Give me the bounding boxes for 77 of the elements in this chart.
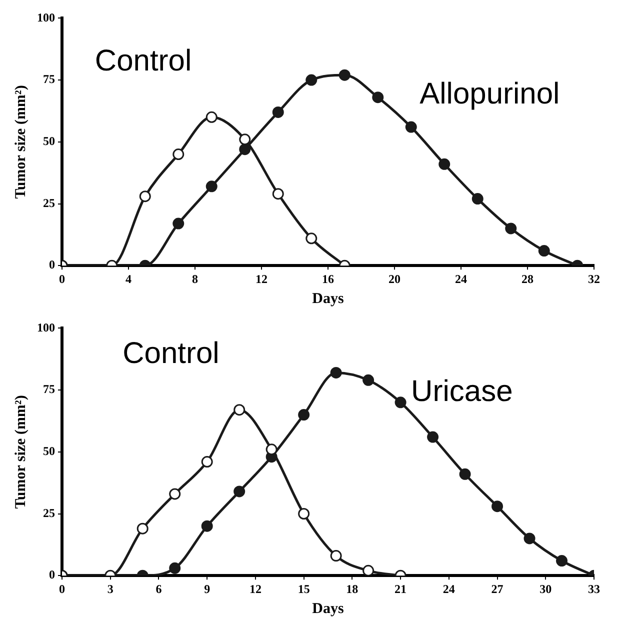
point	[438, 158, 450, 170]
x-tick-label: 15	[298, 582, 310, 596]
x-axis-title: Days	[312, 290, 344, 307]
x-tick-label: 3	[107, 582, 114, 596]
x-tick-label: 27	[491, 582, 504, 596]
x-tick-label: 21	[394, 582, 407, 596]
point	[139, 190, 151, 202]
y-tick-label: 0	[49, 568, 55, 582]
point	[201, 456, 213, 468]
point	[362, 564, 374, 576]
x-tick-label: 8	[192, 272, 198, 286]
point	[362, 374, 374, 386]
point	[239, 134, 251, 146]
y-tick-label: 100	[37, 320, 55, 334]
point	[556, 555, 568, 567]
series-label: Control	[94, 44, 192, 78]
point	[136, 522, 148, 534]
point	[492, 500, 504, 512]
x-tick-label: 18	[346, 582, 358, 596]
point	[206, 180, 218, 192]
x-tick-label: 33	[588, 582, 600, 596]
y-axis-title: Tumor size (mm²)	[12, 85, 29, 199]
point	[394, 396, 406, 408]
point	[172, 218, 184, 230]
x-axis-title: Days	[312, 600, 344, 617]
y-axis-title: Tumor size (mm²)	[12, 395, 29, 509]
y-tick-label: 100	[37, 10, 55, 24]
x-tick-label: 4	[126, 272, 132, 286]
point	[234, 486, 246, 498]
x-tick-label: 30	[540, 582, 552, 596]
point	[505, 222, 517, 234]
x-tick-label: 32	[588, 272, 600, 286]
point	[372, 92, 384, 104]
x-tick-label: 20	[388, 272, 400, 286]
series-label: Uricase	[411, 375, 513, 408]
x-tick-label: 0	[59, 582, 65, 596]
point	[172, 148, 184, 160]
x-tick-label: 28	[522, 272, 534, 286]
point	[272, 188, 284, 200]
x-tick-label: 9	[204, 582, 210, 596]
y-tick-label: 25	[43, 196, 55, 210]
point	[472, 193, 484, 205]
series-label: Control	[122, 337, 220, 370]
y-tick-label: 75	[43, 72, 55, 86]
y-tick-label: 50	[43, 134, 55, 148]
point	[266, 444, 278, 456]
point	[405, 121, 417, 133]
y-tick-label: 0	[49, 258, 55, 272]
point	[272, 106, 284, 118]
point	[538, 245, 550, 257]
x-tick-label: 24	[455, 272, 467, 286]
x-tick-label: 12	[256, 272, 268, 286]
point	[239, 144, 251, 156]
x-tick-label: 0	[59, 272, 65, 286]
point	[330, 550, 342, 562]
y-tick-label: 25	[43, 506, 55, 520]
point	[169, 488, 181, 500]
y-tick-label: 75	[43, 382, 55, 396]
x-tick-label: 24	[442, 582, 455, 596]
series-label: Allopurinol	[420, 77, 560, 110]
x-tick-label: 16	[322, 272, 334, 286]
point	[169, 562, 181, 574]
x-tick-label: 12	[249, 582, 262, 596]
y-tick-label: 50	[43, 444, 55, 458]
point	[234, 404, 246, 416]
point	[298, 508, 310, 520]
x-tick-label: 6	[156, 582, 162, 596]
point	[298, 409, 310, 421]
point	[306, 232, 318, 244]
point	[306, 74, 318, 86]
point	[206, 111, 218, 123]
point	[338, 69, 350, 81]
point	[524, 532, 536, 544]
point	[459, 468, 471, 480]
point	[330, 366, 342, 378]
point	[427, 431, 439, 443]
point	[201, 520, 213, 532]
